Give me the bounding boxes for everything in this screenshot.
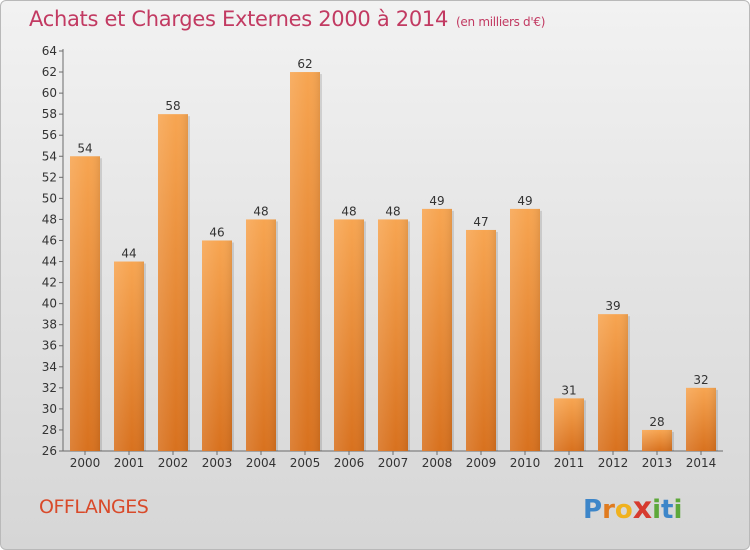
y-tick-label: 38: [42, 318, 57, 332]
logo-letter: t: [661, 495, 674, 525]
x-tick-label-2003: 2003: [202, 456, 233, 470]
x-tick-label-2010: 2010: [510, 456, 541, 470]
bar-highlight: [290, 72, 320, 451]
bar-highlight: [510, 208, 540, 451]
y-tick-label: 64: [42, 44, 57, 58]
value-label-2010: 49: [517, 194, 532, 208]
x-tick-label-2007: 2007: [378, 456, 409, 470]
y-tick-label: 48: [42, 212, 57, 226]
y-tick-label: 58: [42, 107, 57, 121]
y-tick-label: 46: [42, 233, 57, 247]
value-label-2007: 48: [385, 204, 400, 218]
y-tick-label: 42: [42, 276, 57, 290]
x-tick-label-2006: 2006: [334, 456, 365, 470]
logo-letter: x: [632, 491, 653, 526]
value-label-2011: 31: [561, 383, 576, 397]
x-tick-label-2004: 2004: [246, 456, 277, 470]
y-tick-label: 26: [42, 444, 57, 458]
y-tick-label: 52: [42, 170, 57, 184]
logo-letter: i: [673, 495, 683, 525]
y-tick-label: 50: [42, 191, 57, 205]
bar-highlight: [642, 429, 672, 451]
value-label-2009: 47: [473, 215, 488, 229]
chart-title: Achats et Charges Externes 2000 à 2014 (e…: [29, 7, 545, 31]
bar-highlight: [246, 219, 276, 451]
logo-letter: o: [614, 495, 633, 525]
x-tick-label-2005: 2005: [290, 456, 321, 470]
bar-highlight: [554, 398, 584, 451]
axes: 26 28 30 32 34 36 38 40 42 44 46 48 50 52 54 56 58 60 62 64…: [42, 44, 723, 470]
bar-highlight: [70, 156, 100, 451]
y-tick-label: 30: [42, 402, 57, 416]
bar-highlight: [686, 387, 716, 451]
bar-highlight: [334, 219, 364, 451]
x-tick-label-2000: 2000: [70, 456, 101, 470]
value-label-2013: 28: [649, 415, 664, 429]
data-labels: 54 44 58 46 48 62 48 48 49 47 49 31 39 28 32: [77, 57, 708, 429]
logo-letter: i: [652, 495, 662, 525]
x-tick-label-2011: 2011: [554, 456, 585, 470]
value-label-2014: 32: [693, 373, 708, 387]
bars: [70, 72, 718, 451]
y-tick-label: 56: [42, 128, 57, 142]
logo-letter: P: [583, 495, 603, 525]
y-tick-label: 34: [42, 360, 57, 374]
x-tick-label-2001: 2001: [114, 456, 145, 470]
value-label-2000: 54: [77, 141, 92, 155]
x-tick-label-2008: 2008: [422, 456, 453, 470]
bar-highlight: [378, 219, 408, 451]
y-tick-label: 36: [42, 339, 57, 353]
x-tick-label-2013: 2013: [642, 456, 673, 470]
value-label-2004: 48: [253, 204, 268, 218]
y-tick-label: 28: [42, 423, 57, 437]
bar-highlight: [202, 240, 232, 451]
x-tick-label-2002: 2002: [158, 456, 189, 470]
chart-title-text: Achats et Charges Externes 2000 à 2014: [29, 7, 449, 31]
y-tick-label: 62: [42, 65, 57, 79]
bar-highlight: [114, 261, 144, 451]
x-tick-label-2009: 2009: [466, 456, 497, 470]
bar-highlight: [422, 208, 452, 451]
value-label-2012: 39: [605, 299, 620, 313]
y-tick-label: 44: [42, 255, 57, 269]
y-tick-label: 60: [42, 86, 57, 100]
value-label-2002: 58: [165, 99, 180, 113]
value-label-2003: 46: [209, 225, 224, 239]
value-label-2005: 62: [297, 57, 312, 71]
bar-highlight: [158, 114, 188, 451]
x-tick-label-2014: 2014: [686, 456, 717, 470]
y-tick-label: 54: [42, 149, 57, 163]
chart-unit: (en milliers d'€): [456, 15, 546, 29]
bar-highlight: [598, 314, 628, 451]
commune-name: OFFLANGES: [39, 496, 149, 518]
logo-letter: r: [602, 495, 615, 525]
proxiti-logo: Proxiti: [583, 491, 682, 526]
y-tick-label: 40: [42, 297, 57, 311]
value-label-2001: 44: [121, 247, 136, 261]
value-label-2006: 48: [341, 204, 356, 218]
x-tick-label-2012: 2012: [598, 456, 629, 470]
bar-highlight: [466, 229, 496, 451]
y-tick-label: 32: [42, 381, 57, 395]
value-label-2008: 49: [429, 194, 444, 208]
